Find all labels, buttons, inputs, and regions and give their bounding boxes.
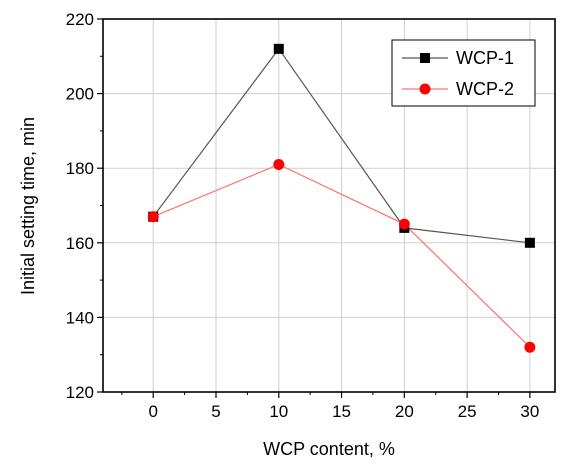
x-tick-label: 20	[395, 402, 414, 421]
legend-label-2: WCP-2	[456, 79, 514, 99]
series-line-2	[152, 163, 531, 348]
legend-label-1: WCP-1	[456, 48, 514, 68]
x-tick-label: 5	[211, 402, 220, 421]
tick-labels: 0 5 10 15 20 25 30 120 140 160 180 200 220	[66, 10, 540, 421]
ticks	[97, 18, 531, 398]
data-point-series-1	[273, 43, 284, 54]
x-tick-label: 0	[148, 402, 157, 421]
legend: WCP-1 WCP-2	[391, 39, 536, 107]
y-tick-label: 180	[66, 159, 94, 178]
legend-box	[391, 39, 536, 107]
y-tick-label: 200	[66, 85, 94, 104]
x-axis-title: WCP content, %	[263, 439, 395, 459]
data-point-series-2	[273, 158, 285, 170]
data-point-series-2	[524, 341, 536, 353]
data-point-series-1	[524, 237, 535, 248]
data-point-series-2	[398, 218, 410, 230]
legend-marker-2	[419, 83, 431, 95]
y-tick-label: 140	[66, 308, 94, 327]
series-line-1	[152, 47, 530, 244]
x-tick-label: 10	[269, 402, 288, 421]
series-lines	[152, 47, 531, 348]
y-tick-label: 160	[66, 234, 94, 253]
series-markers	[147, 43, 536, 353]
x-tick-label: 30	[520, 402, 539, 421]
y-tick-label: 120	[66, 383, 94, 402]
x-tick-label: 25	[458, 402, 477, 421]
x-tick-label: 15	[332, 402, 351, 421]
legend-marker-1	[420, 53, 430, 63]
y-tick-label: 220	[66, 10, 94, 29]
y-axis-title: Initial setting time, min	[18, 117, 38, 295]
data-point-series-2	[147, 211, 159, 223]
